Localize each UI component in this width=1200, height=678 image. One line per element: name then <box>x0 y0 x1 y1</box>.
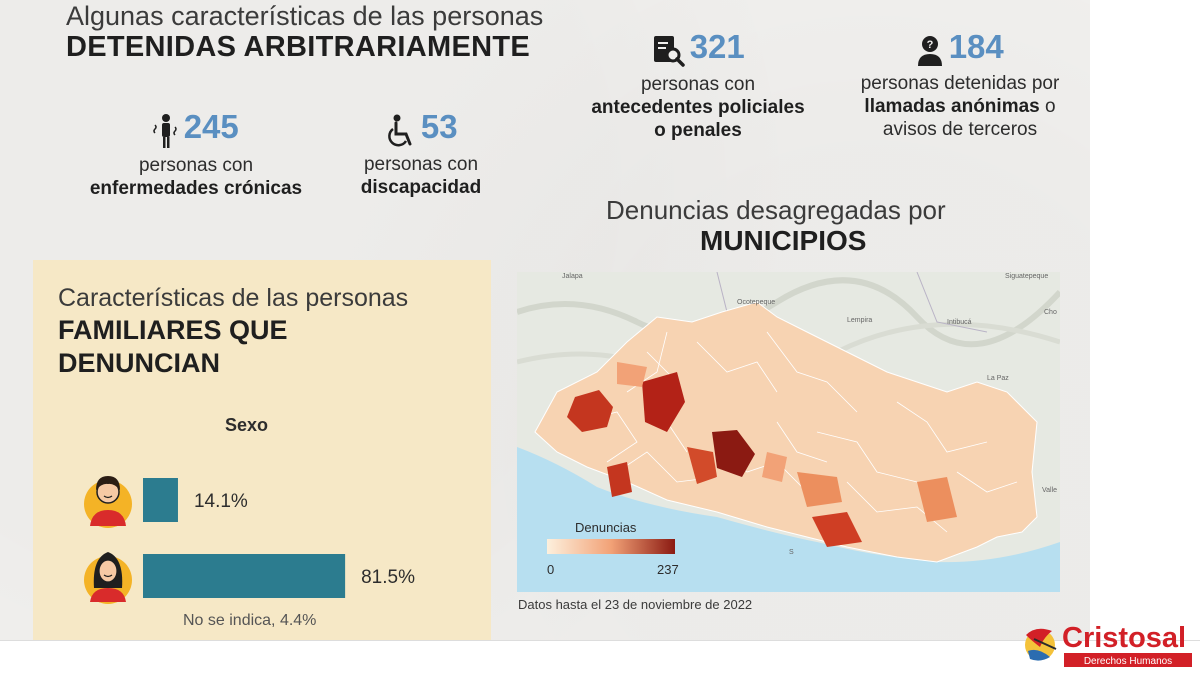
map-label: Intibucá <box>947 319 972 326</box>
legend-max: 237 <box>657 562 679 577</box>
family-panel: Características de las personas FAMILIAR… <box>33 260 491 640</box>
map-label: Ocotepeque <box>737 299 775 306</box>
bar-value-label: 14.1% <box>194 491 248 512</box>
panel-title-bold-2: DENUNCIAN <box>58 348 220 378</box>
map-label: La Paz <box>987 375 1009 382</box>
sick-person-icon <box>153 113 179 154</box>
stat-label-line1: personas con <box>138 155 254 177</box>
map-title-light: Denuncias desagregadas por <box>606 195 946 225</box>
svg-text:?: ? <box>927 39 934 51</box>
legend-gradient <box>547 539 675 554</box>
logo-bird-icon <box>1025 628 1057 661</box>
stat-label-bold: enfermedades crónicas <box>89 178 303 200</box>
header-title-bold: DETENIDAS ARBITRARIAMENTE <box>66 31 530 63</box>
map-label: Siguatepeque <box>1005 273 1048 280</box>
stat-label-line1: personas con <box>363 154 479 176</box>
map-title-bold: MUNICIPIOS <box>700 225 867 256</box>
stat-label-rest: o <box>1039 96 1056 118</box>
female-avatar-icon <box>84 544 132 611</box>
wheelchair-icon <box>384 114 416 153</box>
stat-value: 53 <box>420 108 458 145</box>
stat-label-line1: personas con <box>640 74 756 96</box>
bar-hombre <box>143 478 178 522</box>
stat-chronic-illness: 245 personas con enfermedades crónicas <box>74 108 318 200</box>
bar-mujer <box>143 554 346 598</box>
panel-title-light: Características de las personas <box>58 284 409 312</box>
footer-divider <box>0 640 1200 641</box>
map-label: Lempira <box>847 317 872 324</box>
map-label: Cho <box>1044 309 1057 316</box>
male-avatar-icon <box>84 468 132 535</box>
stat-value: 321 <box>689 28 745 65</box>
record-document-icon <box>651 34 685 73</box>
municipality-map: Jalapa Ocotepeque Lempira Intibucá La Pa… <box>517 272 1060 592</box>
legend-min: 0 <box>547 562 554 577</box>
stat-value: 184 <box>948 28 1004 65</box>
stat-label-bold: discapacidad <box>360 177 482 199</box>
choropleth-map: Jalapa Ocotepeque Lempira Intibucá La Pa… <box>517 272 1060 592</box>
bar-value-label: 81.5% <box>361 567 415 588</box>
stat-label-bold: llamadas anónimas <box>864 96 1040 118</box>
stat-label-line1: personas detenidas por <box>860 73 1060 95</box>
panel-title-bold-1: FAMILIARES QUE <box>58 315 288 345</box>
stat-criminal-record: 321 personas con antecedentes policiales… <box>578 28 818 142</box>
stat-label-line3: avisos de terceros <box>882 119 1038 141</box>
map-label: S <box>789 549 794 556</box>
legend-title: Denuncias <box>575 520 637 535</box>
stat-label-bold-2: o penales <box>654 120 742 142</box>
header-title-light: Algunas características de las personas <box>66 1 544 31</box>
sex-bar-chart: 14.1% 81.5% <box>143 478 415 598</box>
unspecified-note: No se indica, 4.4% <box>183 612 317 629</box>
chart-title: Sexo <box>225 415 269 435</box>
stat-disability: 53 personas con discapacidad <box>346 108 496 199</box>
stat-value: 245 <box>183 108 239 145</box>
anonymous-person-icon: ? <box>916 35 944 72</box>
infographic-slide: Algunas características de las personas … <box>0 0 1090 640</box>
data-date-note: Datos hasta el 23 de noviembre de 2022 <box>518 597 753 612</box>
stat-label-bold: antecedentes policiales <box>591 97 805 119</box>
cristosal-logo: Cristosal Derechos Humanos <box>1022 617 1194 671</box>
map-label: Jalapa <box>562 273 583 280</box>
stat-anonymous-calls: ? 184 personas detenidas por llamadas an… <box>838 28 1082 141</box>
brand-name: Cristosal <box>1062 622 1186 654</box>
map-label: Valle <box>1042 487 1057 494</box>
brand-subtitle: Derechos Humanos <box>1084 656 1172 667</box>
